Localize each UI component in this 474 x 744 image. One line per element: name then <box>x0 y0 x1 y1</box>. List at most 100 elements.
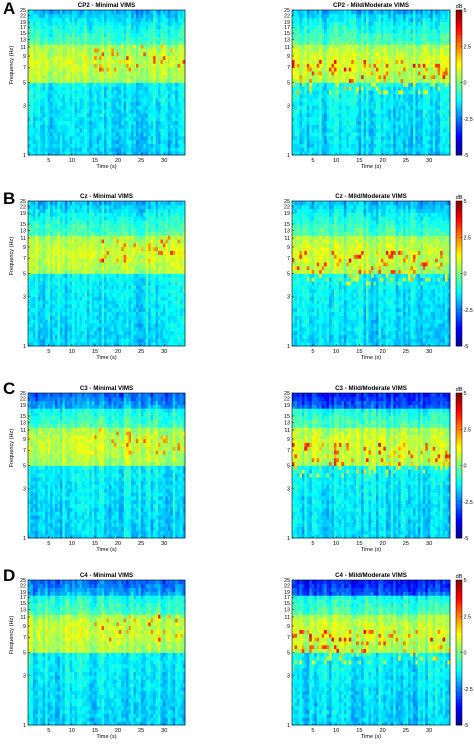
heatmap-cell <box>96 48 100 53</box>
heatmap-cell <box>106 74 110 80</box>
heatmap-cell <box>167 82 171 87</box>
heatmap-cell <box>150 40 154 45</box>
heatmap-cell <box>292 124 295 129</box>
heatmap-cell <box>417 147 421 152</box>
heatmap-cell <box>368 51 372 57</box>
heatmap-cell <box>383 78 387 83</box>
heatmap-cell <box>348 10 352 15</box>
heatmap-cell <box>167 135 171 141</box>
heatmap-cell <box>158 132 161 137</box>
heatmap-cell <box>309 10 313 15</box>
heatmap-cell <box>86 63 90 68</box>
heatmap-cell <box>447 143 451 148</box>
heatmap-cell <box>140 101 144 106</box>
heatmap-cell <box>91 71 95 76</box>
heatmap-cell <box>158 29 161 34</box>
heatmap-cell <box>380 71 384 76</box>
heatmap-cell <box>366 21 369 26</box>
heatmap-cell <box>101 82 105 87</box>
heatmap-cell <box>57 86 61 91</box>
heatmap-cell <box>84 105 88 110</box>
heatmap-cell <box>363 151 367 156</box>
heatmap-cell <box>388 44 392 49</box>
heatmap-cell <box>420 93 424 99</box>
heatmap-cell <box>341 128 345 133</box>
heatmap-cell <box>393 151 397 156</box>
heatmap-cell <box>442 132 446 137</box>
heatmap-cell <box>363 132 367 137</box>
heatmap-cell <box>170 51 174 57</box>
y-tick-label: 19 <box>284 20 290 26</box>
heatmap-cell <box>133 67 137 72</box>
heatmap-cell <box>28 147 31 152</box>
heatmap-cell <box>165 86 169 91</box>
heatmap-cell <box>104 82 107 87</box>
heatmap-cell <box>94 128 98 133</box>
heatmap-cell <box>69 78 73 83</box>
heatmap-cell <box>356 86 360 91</box>
heatmap-cell <box>150 82 154 87</box>
heatmap-cell <box>150 74 154 80</box>
heatmap-cell <box>338 151 342 156</box>
heatmap-cell <box>346 25 350 30</box>
heatmap-cell <box>177 10 181 15</box>
heatmap-cell <box>126 78 129 83</box>
heatmap-cell <box>378 93 382 99</box>
heatmap-cell <box>72 17 76 22</box>
heatmap-cell <box>72 116 76 122</box>
heatmap-cell <box>425 120 429 125</box>
heatmap-cell <box>378 44 382 49</box>
heatmap-cell <box>412 44 416 49</box>
heatmap-cell <box>425 101 429 106</box>
heatmap-cell <box>388 78 392 83</box>
heatmap-cell <box>422 59 426 64</box>
heatmap-cell <box>306 93 310 99</box>
heatmap-cell <box>299 151 303 156</box>
heatmap-cell <box>341 93 345 99</box>
heatmap-cell <box>343 55 347 61</box>
heatmap-cell <box>108 135 112 141</box>
heatmap-cell <box>50 132 53 137</box>
heatmap-cell <box>393 116 397 122</box>
colorbar-segment <box>456 113 462 117</box>
heatmap-cell <box>42 132 46 137</box>
heatmap-cell <box>143 90 147 95</box>
heatmap-cell <box>343 21 347 26</box>
heatmap-cell <box>108 25 112 30</box>
heatmap-cell <box>316 40 320 45</box>
heatmap-cell <box>311 109 315 114</box>
heatmap-cell <box>358 51 362 57</box>
heatmap-cell <box>167 97 171 102</box>
heatmap-cell <box>430 13 434 19</box>
heatmap-cell <box>445 71 448 76</box>
heatmap-cell <box>341 67 345 72</box>
heatmap-cell <box>160 93 164 99</box>
heatmap-cell <box>348 74 352 80</box>
heatmap-cell <box>148 59 152 64</box>
heatmap-cell <box>395 67 399 72</box>
heatmap-cell <box>153 10 156 15</box>
heatmap-cell <box>366 109 369 114</box>
heatmap-cell <box>331 143 335 148</box>
heatmap-cell <box>42 67 46 72</box>
heatmap-cell <box>331 36 335 41</box>
heatmap-cell <box>390 40 394 45</box>
heatmap-cell <box>422 97 426 102</box>
heatmap-cell <box>306 90 310 95</box>
heatmap-cell <box>296 109 300 114</box>
heatmap-cell <box>54 116 58 122</box>
heatmap-cell <box>108 124 112 129</box>
heatmap-cell <box>427 44 431 49</box>
heatmap-cell <box>131 109 134 114</box>
heatmap-cell <box>108 82 112 87</box>
heatmap-cell <box>351 74 355 80</box>
heatmap-cell <box>417 101 421 106</box>
heatmap-cell <box>398 113 402 118</box>
heatmap-cell <box>412 17 416 22</box>
heatmap-cell <box>358 36 362 41</box>
heatmap-cell <box>363 86 367 91</box>
heatmap-cell <box>373 44 377 49</box>
heatmap-cell <box>410 113 414 118</box>
heatmap-cell <box>405 101 409 106</box>
heatmap-cell <box>42 40 46 45</box>
